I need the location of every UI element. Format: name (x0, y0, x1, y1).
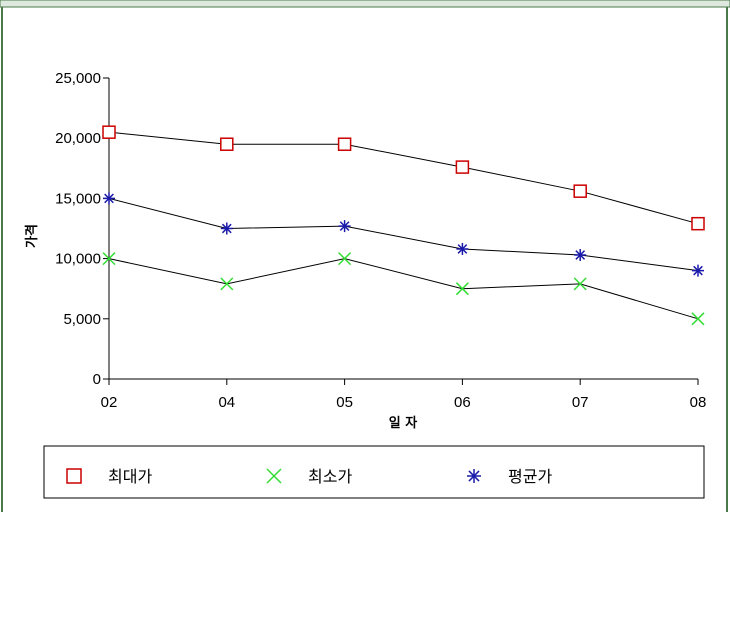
data-point-series-3 (220, 222, 233, 235)
legend-box (43, 445, 705, 499)
legend-marker-3 (467, 469, 481, 483)
data-point-series-2 (338, 252, 352, 266)
y-ticks: 0 5,000 10,000 15,000 20,000 25,000 (55, 70, 109, 388)
x-tick-label: 05 (336, 394, 353, 411)
data-point-series-2 (455, 282, 469, 296)
data-point-series-3 (338, 220, 351, 233)
marker-stroke (221, 223, 232, 234)
legend-marker-1 (66, 468, 82, 484)
x-tick-label: 02 (101, 394, 118, 411)
top-bar (0, 0, 730, 8)
legend-label-1: 최대가 (108, 467, 152, 486)
marker-stroke (220, 277, 234, 291)
y-tick-label: 20,000 (55, 130, 101, 147)
series-line-2 (108, 258, 699, 320)
marker-square (455, 160, 470, 174)
x-tick-label: 06 (454, 394, 471, 411)
data-point-series-2 (220, 277, 234, 291)
marker-stroke (102, 252, 116, 266)
legend-label-3: 평균가 (508, 467, 552, 486)
y-tick-label: 0 (93, 371, 101, 388)
data-point-series-3 (456, 242, 469, 255)
data-point-series-1 (691, 216, 705, 231)
data-point-series-3 (574, 248, 587, 261)
y-tick-label: 25,000 (55, 70, 101, 87)
x-tick-label: 07 (572, 394, 589, 411)
legend-label-2: 최소가 (308, 467, 352, 486)
y-tick-label: 10,000 (55, 251, 101, 268)
marker-square (102, 125, 116, 139)
x-axis-title: 일 자 (389, 416, 417, 431)
marker-stroke (338, 252, 352, 266)
series-lines (108, 131, 699, 320)
x-tick-label: 04 (218, 394, 235, 411)
legend-marker-2 (266, 468, 282, 484)
series-line-3 (108, 197, 699, 272)
marker-stroke (693, 265, 703, 276)
data-point-series-3 (692, 264, 704, 277)
marker-square (66, 468, 82, 484)
x-tick-label: 08 (690, 394, 707, 411)
data-point-series-2 (573, 277, 587, 291)
marker-square (573, 184, 587, 198)
y-tick-label: 15,000 (55, 190, 101, 207)
x-ticks: 02 04 05 06 07 08 (101, 379, 707, 411)
y-axis-title: 가격 (25, 224, 40, 248)
marker-stroke (339, 221, 350, 231)
marker-stroke (266, 468, 282, 484)
marker-square (337, 137, 352, 151)
legend: 최대가 최소가 평균가 (43, 445, 705, 499)
marker-stroke (455, 282, 469, 296)
series-line-1 (108, 131, 699, 225)
data-point-series-1 (220, 137, 234, 151)
data-point-series-3 (103, 192, 115, 205)
data-point-series-1 (455, 160, 470, 174)
marker-stroke (691, 312, 705, 326)
marker-square (220, 137, 234, 151)
data-point-series-2 (691, 312, 705, 326)
data-point-series-1 (337, 137, 352, 151)
marker-stroke (575, 250, 586, 260)
marker-stroke (104, 193, 114, 204)
marker-square (691, 216, 705, 231)
marker-stroke (457, 244, 468, 254)
marker-stroke (573, 277, 587, 291)
data-point-series-1 (102, 125, 116, 139)
data-point-series-1 (573, 184, 587, 198)
data-point-series-2 (102, 252, 116, 266)
series-markers (102, 125, 705, 326)
y-tick-label: 5,000 (63, 311, 101, 328)
marker-stroke (468, 470, 480, 482)
legend-items: 최대가 최소가 평균가 (66, 467, 552, 486)
